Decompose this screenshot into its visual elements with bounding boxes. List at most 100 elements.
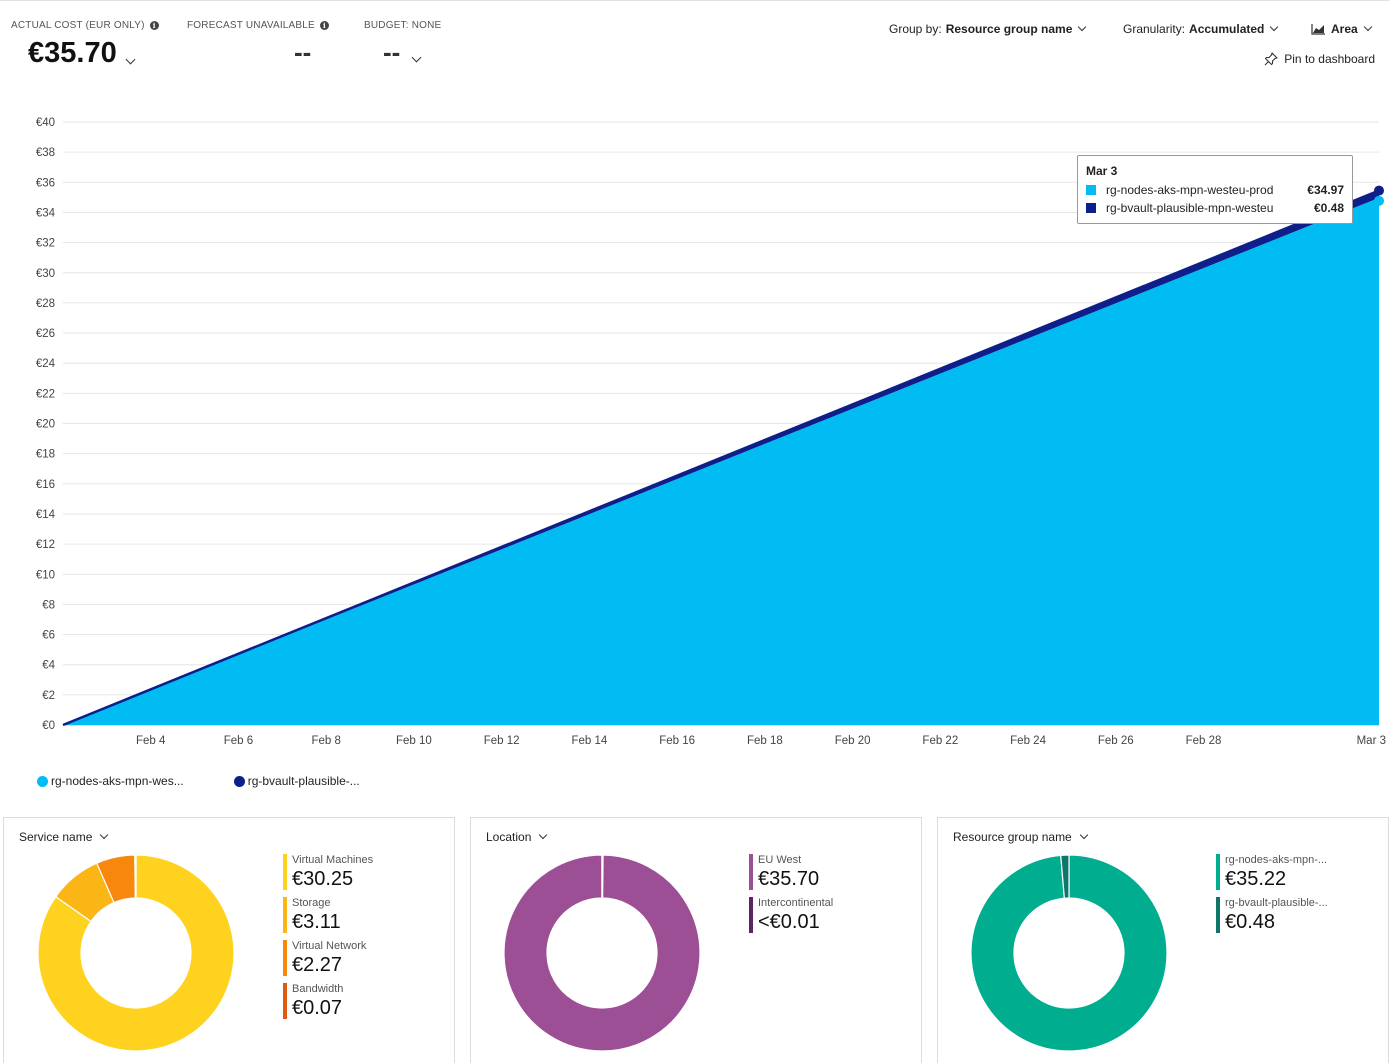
series-endpoint[interactable] (1374, 195, 1384, 206)
x-tick-label: Feb 8 (311, 735, 340, 747)
service-legend: Virtual Machines €30.25 Storage €3.11 Vi… (283, 854, 373, 1026)
legend-item[interactable]: Virtual Machines €30.25 (283, 854, 373, 897)
service-donut-chart (37, 854, 235, 1052)
info-icon[interactable]: i (149, 21, 159, 30)
legend-item[interactable]: Virtual Network €2.27 (283, 940, 373, 983)
kpi-forecast-label: FORECAST UNAVAILABLE (187, 20, 315, 31)
y-tick-label: €26 (36, 328, 55, 340)
granularity-value: Accumulated (1189, 22, 1265, 36)
legend-item-bvault[interactable]: rg-bvault-plausible-... (233, 774, 360, 788)
donut-slice[interactable] (503, 854, 701, 1052)
kpi-actual-value: €35.70 (28, 37, 117, 69)
tooltip-title: Mar 3 (1086, 164, 1118, 178)
kpi-actual-cost: ACTUAL COST (EUR ONLY) i €35.70 (11, 20, 159, 70)
legend-item[interactable]: rg-nodes-aks-mpn-... €35.22 (1216, 854, 1328, 897)
group-by-dropdown[interactable]: Group by: Resource group name (889, 22, 1087, 36)
chart-tooltip: Mar 3 rg-nodes-aks-mpn-westeu-prod €34.9… (1077, 155, 1353, 224)
legend-item[interactable]: EU West €35.70 (749, 854, 833, 897)
chevron-down-icon[interactable] (125, 54, 136, 65)
pin-icon (1264, 52, 1278, 66)
x-tick-label: Feb 16 (659, 735, 695, 747)
series-endpoint[interactable] (1374, 185, 1384, 196)
area-series-nodes (63, 197, 1379, 725)
y-tick-label: €4 (42, 660, 55, 672)
info-icon[interactable]: i (319, 21, 329, 30)
donut-slice[interactable] (601, 854, 604, 899)
service-name-dropdown[interactable]: Service name (19, 830, 109, 844)
tooltip-series-name: rg-bvault-plausible-mpn-westeu (1106, 201, 1274, 215)
area-series-bvault-edge (62, 189, 1380, 727)
location-donut-chart (503, 854, 701, 1052)
x-tick-label: Feb 28 (1186, 735, 1222, 747)
legend-value: <€0.01 (758, 911, 820, 933)
chevron-down-icon (1079, 830, 1088, 840)
y-tick-label: €8 (42, 599, 55, 611)
chevron-down-icon[interactable] (411, 52, 422, 63)
y-tick-label: €0 (42, 720, 55, 732)
y-tick-label: €16 (36, 479, 55, 491)
legend-item[interactable]: Storage €3.11 (283, 897, 373, 940)
legend-item[interactable]: rg-bvault-plausible-... €0.48 (1216, 897, 1328, 940)
chart-type-dropdown[interactable]: Area (1311, 22, 1372, 36)
y-tick-label: €14 (36, 509, 56, 521)
donut-slice[interactable] (970, 854, 1168, 1052)
granularity-dropdown[interactable]: Granularity: Accumulated (1123, 22, 1279, 36)
y-tick-label: €40 (36, 117, 55, 129)
resource-group-dropdown[interactable]: Resource group name (953, 830, 1088, 844)
legend-value: €35.70 (758, 868, 820, 890)
legend-item[interactable]: Bandwidth €0.07 (283, 983, 373, 1026)
legend-value: €2.27 (292, 954, 343, 976)
resource-group-legend: rg-nodes-aks-mpn-... €35.22 rg-bvault-pl… (1216, 854, 1328, 940)
legend-item[interactable]: Intercontinental <€0.01 (749, 897, 833, 940)
donut-slice[interactable] (134, 854, 137, 899)
chart-legend: rg-nodes-aks-mpn-wes... rg-bvault-plausi… (37, 774, 410, 788)
kpi-forecast: FORECAST UNAVAILABLE i -- (187, 20, 329, 68)
legend-label: rg-nodes-aks-mpn-wes... (51, 774, 184, 788)
granularity-label: Granularity: (1123, 22, 1186, 36)
group-by-label: Group by: (889, 22, 942, 36)
donut-slice[interactable] (37, 854, 235, 1052)
kpi-budget-label: BUDGET: NONE (364, 20, 442, 31)
legend-name: rg-nodes-aks-mpn-... (1225, 854, 1328, 866)
y-tick-label: €2 (42, 690, 55, 702)
kpi-budget-value: -- (383, 37, 401, 67)
resource-group-card: Resource group name rg-nodes-aks-mpn-...… (937, 817, 1389, 1063)
pin-to-dashboard-button[interactable]: Pin to dashboard (1264, 52, 1375, 66)
legend-label: rg-bvault-plausible-... (247, 774, 360, 788)
y-tick-label: €38 (36, 147, 55, 159)
x-tick-label: Feb 26 (1098, 735, 1134, 747)
cost-area-chart: €0 €2 €4 €6 €8 €10 €12 €14 €16 €18 €20 €22 €24 €26 €28… (36, 117, 1386, 747)
card-title: Location (486, 830, 532, 844)
x-tick-label: Feb 18 (747, 735, 783, 747)
legend-value: €35.22 (1225, 868, 1287, 890)
legend-name: Virtual Network (292, 940, 367, 952)
tooltip-row: rg-nodes-aks-mpn-westeu-prod €34.97 (1086, 181, 1344, 199)
y-tick-label: €22 (36, 388, 55, 400)
y-tick-label: €36 (36, 177, 55, 189)
legend-name: Intercontinental (758, 897, 834, 909)
group-by-value: Resource group name (945, 22, 1073, 36)
top-divider (0, 0, 1389, 1)
resource-group-donut-chart (970, 854, 1168, 1052)
donut-slice[interactable] (1060, 854, 1070, 899)
legend-dot (37, 775, 48, 787)
legend-dot (233, 775, 245, 787)
legend-value: €30.25 (292, 868, 354, 890)
legend-bar (749, 897, 753, 933)
legend-bar (1216, 897, 1220, 933)
legend-bar (1216, 854, 1220, 890)
tooltip-series-value: €34.97 (1307, 183, 1344, 197)
location-card: Location EU West €35.70 Intercontinental… (470, 817, 922, 1063)
y-tick-label: €24 (36, 358, 56, 370)
card-title: Service name (19, 830, 93, 844)
kpi-forecast-value: -- (294, 37, 312, 67)
tooltip-series-name: rg-nodes-aks-mpn-westeu-prod (1106, 183, 1274, 197)
chevron-down-icon (1270, 22, 1279, 32)
location-dropdown[interactable]: Location (486, 830, 548, 844)
x-tick-label: Mar 3 (1357, 735, 1386, 747)
legend-name: Virtual Machines (292, 854, 374, 866)
area-chart-icon (1311, 24, 1325, 35)
legend-item-nodes[interactable]: rg-nodes-aks-mpn-wes... (37, 774, 184, 788)
series-swatch (1086, 185, 1096, 195)
legend-value: €0.48 (1225, 911, 1276, 933)
